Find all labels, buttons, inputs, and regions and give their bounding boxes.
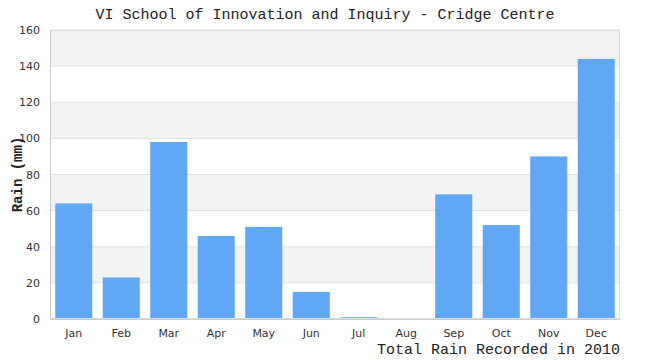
x-tick: Jun (302, 319, 320, 340)
y-axis-title: Rain (mm) (10, 137, 26, 213)
y-tick: 60 (26, 205, 50, 218)
plot-background (50, 30, 620, 319)
grid (50, 30, 620, 319)
x-tick-label: Jan (64, 327, 82, 340)
x-tick: Sep (443, 319, 464, 340)
x-axis: Jan Feb Mar Apr May Jun Jul Aug Sep Oct Nov Dec (51, 319, 621, 340)
y-tick-label: 120 (19, 96, 40, 109)
bar (483, 225, 520, 319)
bar (578, 59, 615, 319)
y-tick: 20 (26, 277, 50, 290)
x-tick-label: Feb (112, 327, 131, 340)
x-tick-label: Aug (396, 327, 417, 340)
grid-band (50, 30, 620, 66)
y-tick-label: 140 (19, 60, 40, 73)
x-tick: May (252, 319, 275, 340)
x-tick: Apr (207, 319, 227, 340)
chart-title: VI School of Innovation and Inquiry - Cr… (95, 7, 554, 24)
bar (198, 236, 235, 319)
x-tick: Feb (112, 319, 131, 340)
y-tick-label: 80 (26, 169, 40, 182)
bar (150, 142, 187, 319)
x-tick-label: May (252, 327, 275, 340)
x-tick-label: Oct (492, 327, 512, 340)
y-tick: 40 (26, 241, 50, 254)
x-tick: Nov (538, 319, 560, 340)
bars (55, 59, 615, 319)
y-tick-label: 0 (33, 313, 40, 326)
x-axis-title: Total Rain Recorded in 2010 (377, 342, 620, 359)
bar (435, 194, 472, 319)
y-tick-label: 20 (26, 277, 40, 290)
grid-line (50, 66, 620, 67)
x-tick-label: Dec (586, 327, 607, 340)
y-tick: 140 (19, 60, 50, 73)
x-tick: Mar (158, 319, 179, 340)
grid-line (50, 138, 620, 139)
x-tick: Aug (396, 319, 417, 340)
grid-band (50, 102, 620, 138)
y-tick: 0 (33, 313, 50, 326)
y-tick: 120 (19, 96, 50, 109)
chart-svg: 020406080100120140160JanFebMarAprMayJunJ… (0, 0, 650, 360)
bar (55, 203, 92, 319)
y-tick-label: 160 (19, 24, 40, 37)
y-tick: 160 (19, 24, 50, 37)
y-axis-line (50, 31, 51, 320)
y-tick-label: 40 (26, 241, 40, 254)
x-tick: Jan (64, 319, 82, 340)
bar (293, 292, 330, 319)
x-tick-label: Nov (538, 327, 560, 340)
x-axis-line (51, 319, 621, 320)
x-tick-label: Mar (158, 327, 179, 340)
x-tick-label: Apr (207, 327, 227, 340)
x-tick-label: Jun (302, 327, 320, 340)
y-tick: 80 (26, 169, 50, 182)
x-tick: Jul (351, 319, 365, 340)
bar (245, 227, 282, 319)
plot-frame (51, 31, 620, 319)
bar (530, 156, 567, 319)
bar (103, 277, 140, 319)
grid-line (50, 102, 620, 103)
x-tick-label: Sep (443, 327, 464, 340)
x-tick-label: Jul (351, 327, 365, 340)
x-tick: Dec (586, 319, 607, 340)
y-tick-label: 60 (26, 205, 40, 218)
x-tick: Oct (492, 319, 512, 340)
chart-container: 020406080100120140160JanFebMarAprMayJunJ… (0, 0, 650, 360)
